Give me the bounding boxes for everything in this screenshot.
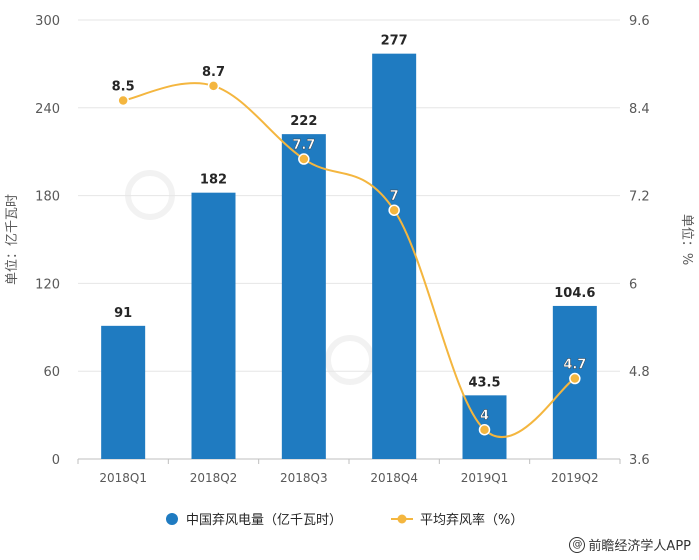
line-point [388, 204, 400, 216]
legend-bar-swatch [166, 513, 178, 525]
y2-axis-title: 单位：% [679, 214, 694, 265]
watermark-logo-1 [325, 335, 375, 385]
legend-line-marker [397, 514, 407, 524]
x-tick-label: 2019Q2 [551, 471, 599, 485]
bar [372, 53, 417, 459]
y-tick-label: 240 [35, 102, 60, 117]
y2-tick-label: 8.4 [629, 102, 650, 117]
y-tick-label: 300 [35, 14, 60, 29]
x-tick-label: 2018Q3 [280, 471, 328, 485]
y-tick-label: 0 [52, 453, 60, 468]
line-point [569, 372, 581, 385]
data-labels: 91 182 222 277 43.5 104.6 8.5 8.7 7.7 7 4 4.7 [112, 34, 596, 424]
y-tick-label: 180 [35, 190, 60, 205]
line-value-label: 8.5 [112, 79, 135, 94]
x-tick-label: 2019Q1 [461, 471, 509, 485]
line-value-label: 7.7 [292, 138, 315, 153]
bar-value-label: 277 [381, 34, 408, 49]
bar-value-label: 104.6 [554, 286, 595, 301]
line-point [117, 94, 129, 107]
at-icon: @ [569, 536, 586, 553]
line-value-label: 7 [390, 189, 399, 204]
y-tick-label: 60 [43, 365, 60, 380]
bar-value-label: 182 [200, 173, 227, 188]
y-axis-title: 单位：亿千瓦时 [5, 194, 20, 285]
watermark-logo-0 [125, 170, 175, 220]
y2-tick-label: 3.6 [629, 453, 650, 468]
y2-tick-label: 6 [629, 277, 637, 292]
line-point [298, 153, 310, 165]
axes: 0 60 120 180 240 300 3.6 4.8 6 7.2 8.4 9.6 2018Q1 201… [5, 14, 694, 485]
credit-text: 前瞻经济学人APP [588, 539, 691, 554]
x-tick-label: 2018Q4 [370, 471, 418, 485]
line-series [117, 80, 581, 439]
y2-tick-label: 4.8 [629, 365, 650, 380]
line-value-label: 4.7 [563, 358, 586, 373]
watermark [125, 170, 375, 385]
bar [101, 325, 146, 459]
bar-value-label: 222 [290, 114, 317, 129]
x-tick-label: 2018Q1 [99, 471, 147, 485]
source-credit: @ 前瞻经济学人APP [569, 535, 691, 554]
y2-tick-label: 7.2 [629, 190, 650, 205]
legend: 中国弃风电量（亿千瓦时） 平均弃风率（%） [166, 512, 523, 528]
line-point [478, 423, 491, 436]
bar-value-label: 91 [114, 306, 132, 321]
grid [78, 19, 620, 460]
y2-tick-label: 9.6 [629, 14, 650, 29]
bar [281, 134, 326, 459]
bar-value-label: 43.5 [468, 375, 500, 390]
line-value-label: 4 [480, 409, 489, 424]
legend-line-label: 平均弃风率（%） [420, 512, 523, 528]
bar-series [101, 53, 597, 459]
legend-bar-label: 中国弃风电量（亿千瓦时） [186, 513, 342, 528]
x-tick-label: 2018Q2 [190, 471, 238, 485]
bar [191, 192, 236, 459]
line-point [207, 80, 220, 92]
line-value-label: 8.7 [202, 65, 225, 80]
y-tick-label: 120 [35, 277, 60, 292]
